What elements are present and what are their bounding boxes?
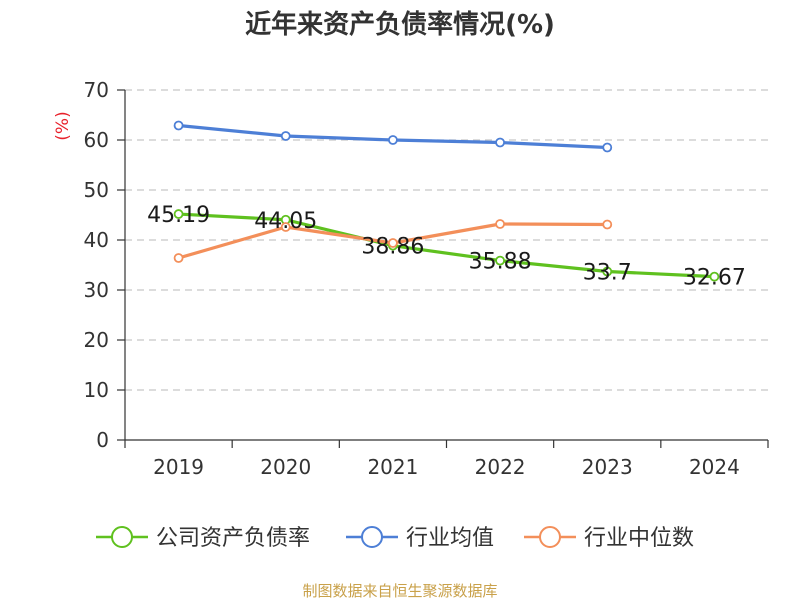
source-note: 制图数据来自恒生聚源数据库: [302, 582, 497, 600]
series-point: [280, 222, 291, 232]
x-tick-label: 2022: [475, 455, 526, 479]
y-tick-label: 60: [84, 128, 109, 152]
series-point: [173, 253, 184, 263]
series-point: [173, 209, 184, 219]
grid: [125, 89, 768, 391]
series-point: [388, 135, 398, 145]
legend-label: 公司资产负债率: [156, 526, 310, 551]
y-tick-label: 10: [84, 378, 109, 402]
legend-marker: [361, 526, 383, 548]
legend: 公司资产负债率 行业均值 行业中位数: [96, 526, 694, 551]
x-tick-label: 2024: [689, 455, 740, 479]
series-point: [495, 137, 505, 148]
y-tick-label: 40: [84, 228, 109, 252]
data-labels: 45.19 44.05 38.86 35.88 33.7 32.67: [147, 203, 746, 291]
series-point: [388, 238, 398, 248]
y-tick-label: 30: [84, 278, 109, 302]
y-tick-label: 70: [84, 78, 109, 102]
x-tick-label: 2019: [153, 455, 204, 479]
legend-marker: [111, 526, 133, 548]
legend-marker: [539, 526, 561, 548]
legend-label: 行业中位数: [584, 526, 694, 551]
series-line: [178, 212, 715, 279]
x-tick-label: 2023: [582, 455, 633, 479]
series-layer: [173, 120, 720, 282]
x-tick-label: 2021: [367, 455, 418, 479]
x-tick-label: 2020: [260, 455, 311, 479]
data-label: 33.7: [583, 261, 632, 286]
series-point: [602, 219, 613, 230]
data-label: 35.88: [469, 250, 532, 275]
data-label: 32.67: [683, 266, 746, 291]
series-point: [495, 255, 505, 266]
chart-title: 近年来资产负债率情况(%): [245, 9, 555, 40]
series-point: [280, 131, 291, 141]
legend-label: 行业均值: [406, 526, 494, 551]
data-label: 38.86: [361, 235, 424, 260]
data-label: 45.19: [147, 203, 210, 228]
series-point: [602, 142, 613, 153]
series-point: [709, 271, 720, 282]
series-point: [173, 120, 184, 131]
series-point: [495, 219, 505, 229]
y-axis-unit: (%): [53, 111, 73, 140]
data-label: 44.05: [254, 209, 317, 234]
axes: 0 10 20 30 40 50 60 70 2019 2020 2021 2022 2023 2024: [84, 78, 769, 479]
y-tick-label: 50: [84, 178, 109, 202]
y-tick-label: 20: [84, 328, 109, 352]
y-tick-label: 0: [96, 428, 109, 452]
series-point: [602, 266, 613, 277]
